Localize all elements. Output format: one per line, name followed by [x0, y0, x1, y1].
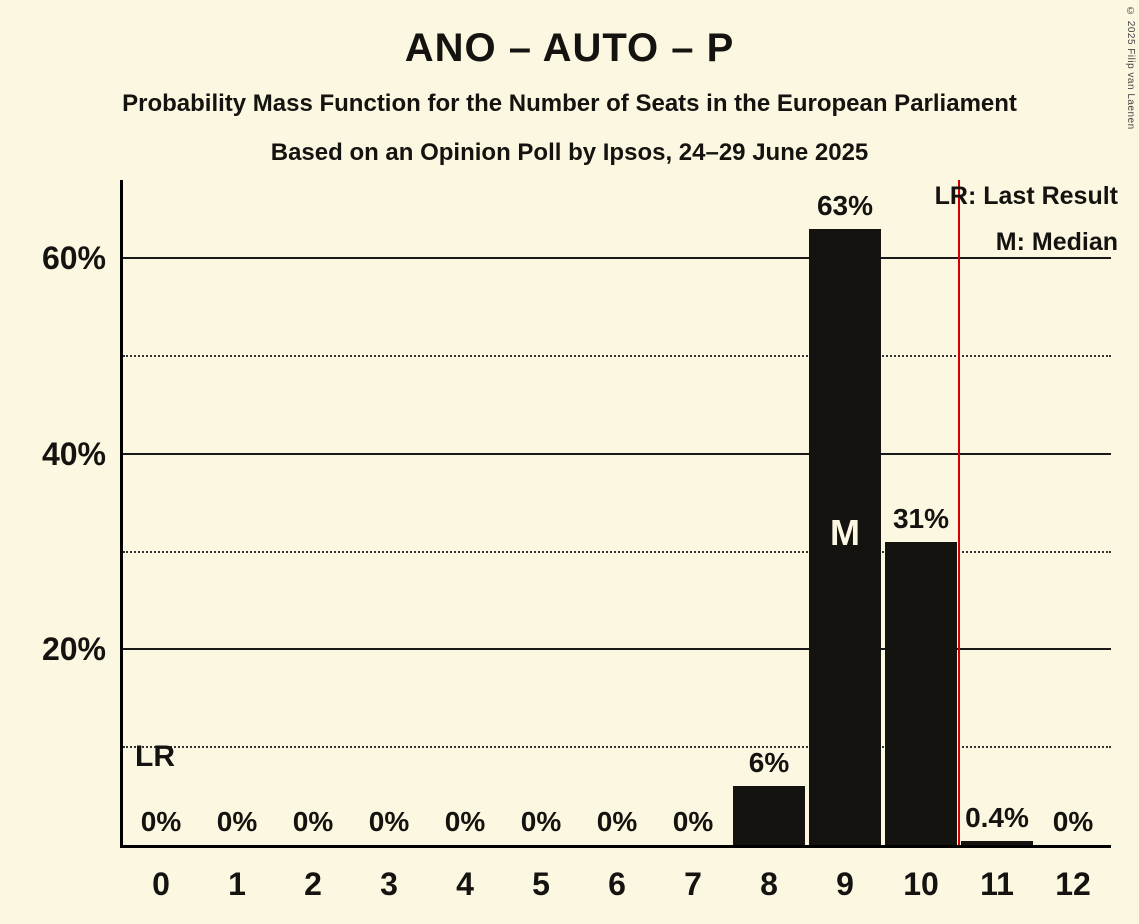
major-gridline-40 [123, 452, 1111, 455]
bar-value-label-0: 0% [140, 806, 182, 837]
x-tick-label-9: 9 [836, 866, 854, 902]
chart-subtitle: Probability Mass Function for the Number… [122, 90, 1017, 117]
plot-area: 0% 0% 0% 0% 0% 0% 0% 0% 6% M 63% 31% 0.4% 0% [120, 180, 1111, 848]
x-tick-label-7: 7 [684, 866, 702, 902]
bar-seats-11 [961, 841, 1033, 845]
x-tick-label-2: 2 [304, 866, 322, 902]
bar-seats-9: M [809, 228, 881, 845]
minor-gridline-50 [123, 355, 1111, 358]
copyright-text: © 2025 Filip van Laenen [1125, 6, 1136, 130]
bar-value-label-5: 0% [520, 806, 562, 837]
x-tick-label-1: 1 [228, 866, 246, 902]
major-gridline-20 [123, 648, 1111, 651]
median-marker: M [830, 512, 860, 554]
bar-value-label-4: 0% [444, 806, 486, 837]
bar-seats-8 [733, 786, 805, 845]
x-tick-label-12: 12 [1055, 866, 1091, 902]
bar-value-label-10: 31% [892, 502, 950, 534]
x-tick-label-11: 11 [980, 866, 1014, 902]
minor-gridline-10 [123, 746, 1111, 749]
x-tick-label-4: 4 [456, 866, 474, 902]
bar-value-label-7: 0% [672, 806, 714, 837]
bar-value-label-11: 0.4% [965, 802, 1029, 834]
y-tick-label-20: 20% [41, 631, 106, 668]
bar-value-label-3: 0% [368, 806, 410, 837]
legend-last-result: LR: Last Result [934, 182, 1118, 210]
x-tick-label-3: 3 [380, 866, 398, 902]
bar-seats-10 [885, 541, 957, 845]
last-result-line [958, 180, 960, 845]
x-tick-label-5: 5 [532, 866, 550, 902]
chart-legend: LR: Last Result M: Median [935, 182, 1118, 274]
bar-value-label-8: 6% [748, 747, 790, 779]
x-axis-labels: 0 1 2 3 4 5 6 7 8 9 10 11 12 [123, 866, 1111, 910]
bar-value-label-2: 0% [292, 806, 334, 837]
y-tick-label-40: 40% [41, 435, 106, 472]
x-tick-label-0: 0 [152, 866, 170, 902]
legend-median: M: Median [995, 228, 1118, 256]
last-result-label: LR [135, 740, 175, 773]
x-tick-label-6: 6 [608, 866, 626, 902]
bar-value-label-1: 0% [216, 806, 258, 837]
bar-value-label-12: 0% [1052, 806, 1094, 837]
chart-subtitle-source: Based on an Opinion Poll by Ipsos, 24–29… [270, 139, 869, 166]
major-gridline-60 [123, 257, 1111, 260]
x-tick-label-10: 10 [903, 866, 939, 902]
x-tick-label-8: 8 [760, 866, 778, 902]
bar-value-label-6: 0% [596, 806, 638, 837]
minor-gridline-30 [123, 550, 1111, 553]
bar-value-label-9: 63% [816, 189, 874, 221]
y-tick-label-60: 60% [41, 240, 106, 277]
chart-title: ANO – AUTO – P [404, 26, 735, 70]
